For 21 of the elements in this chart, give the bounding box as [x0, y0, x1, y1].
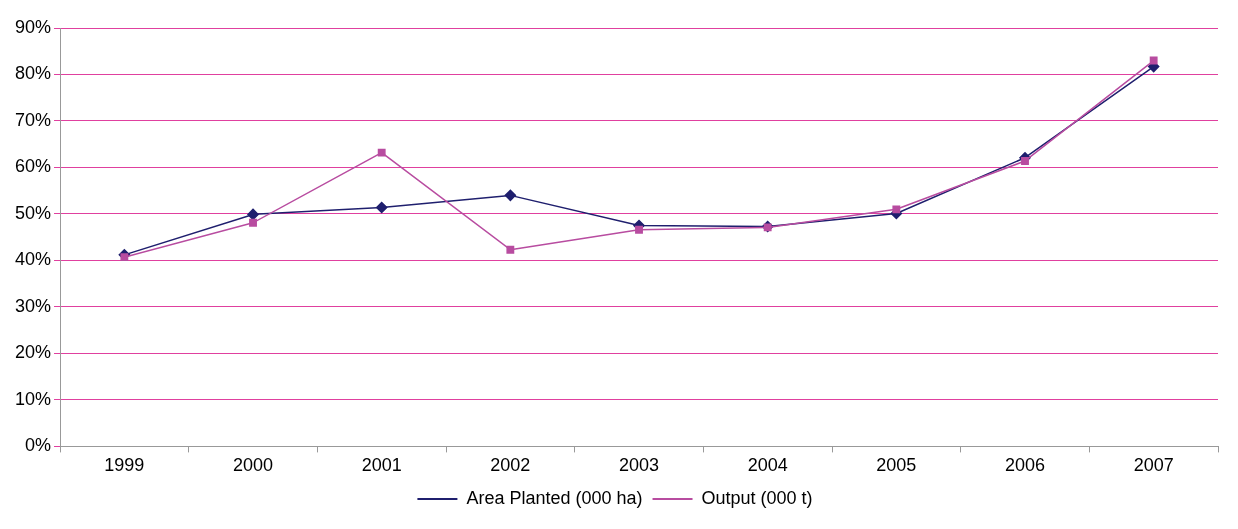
x-tick-label: 2001	[361, 455, 402, 476]
x-tick-label: 2003	[618, 455, 660, 476]
x-tick-label: 2006	[1004, 455, 1046, 476]
y-tick-label: 50%	[15, 202, 52, 223]
x-tick-label: 2007	[1133, 455, 1174, 476]
y-tick-label: 0%	[25, 435, 52, 456]
y-tick-label: 30%	[15, 295, 52, 316]
x-tick-label: 2005	[876, 455, 917, 476]
x-tick-label: 2000	[233, 455, 274, 476]
legend-label: Area Planted (000 ha)	[466, 487, 643, 508]
y-tick-label: 10%	[15, 388, 52, 409]
y-tick-label: 70%	[15, 109, 52, 130]
legend-label: Output (000 t)	[701, 487, 813, 508]
y-tick-label: 40%	[15, 249, 52, 270]
x-tick-label: 2002	[490, 455, 531, 476]
y-tick-label: 90%	[15, 16, 52, 37]
y-tick-label: 20%	[15, 342, 52, 363]
y-tick-label: 80%	[15, 63, 52, 84]
x-tick-label: 1999	[104, 455, 145, 476]
x-tick-label: 2004	[747, 455, 788, 476]
y-tick-label: 60%	[15, 156, 52, 177]
